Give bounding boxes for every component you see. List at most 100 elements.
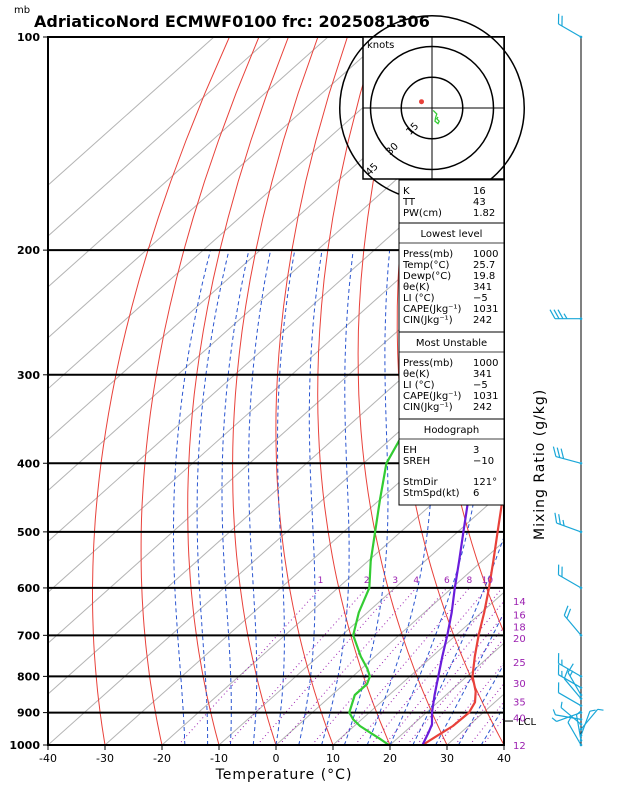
- x-tick-label: -30: [96, 752, 114, 765]
- isotherm-line: [48, 37, 215, 186]
- wind-barb: [551, 711, 583, 723]
- index-label: Press(mb): [403, 358, 453, 369]
- barb-half-flag: [560, 701, 563, 708]
- barb-staff: [555, 455, 582, 464]
- dry-adiabat-line: [92, 37, 230, 745]
- mixing-ratio-label: 2: [364, 576, 370, 586]
- dry-adiabat-line: [608, 37, 618, 745]
- index-label: CAPE(Jkg⁻¹): [403, 391, 461, 402]
- wind-barb: [557, 664, 583, 690]
- index-value: 6: [473, 488, 479, 499]
- mixing-ratio-side-label: 40: [513, 713, 526, 724]
- barb-staff: [558, 574, 582, 589]
- barb-base: [579, 461, 583, 465]
- barb-full-flag: [558, 514, 561, 525]
- barb-full-flag: [552, 446, 557, 457]
- index-value: 16: [473, 186, 486, 197]
- barb-base: [579, 718, 583, 721]
- isotherm-line: [332, 591, 504, 745]
- barb-full-flag: [557, 13, 560, 25]
- moist-adiabat-line: [435, 611, 504, 745]
- barb-staff: [556, 712, 582, 723]
- hodograph-unit: knots: [367, 40, 394, 51]
- mixing-ratio-side-label: 12: [513, 741, 526, 752]
- dry-adiabat-line: [542, 37, 618, 745]
- lowest-level-box: [398, 222, 505, 333]
- mixing-ratio-label: 3: [392, 576, 398, 586]
- x-tick-label: 20: [383, 752, 397, 765]
- mixing-ratio-line: [226, 587, 368, 745]
- barb-full-flag: [563, 605, 569, 616]
- mixing-ratio-label: 4: [413, 576, 419, 586]
- hodograph-trace: [432, 109, 440, 125]
- barb-base: [579, 530, 583, 534]
- barb-full-flag: [557, 664, 560, 675]
- barb-base: [579, 675, 583, 678]
- barb-base: [579, 697, 583, 700]
- index-label: LI (°C): [403, 380, 435, 391]
- index-label: CIN(Jkg⁻¹): [403, 315, 453, 326]
- isotherm-line: [48, 37, 386, 339]
- panel-heading: Most Unstable: [416, 338, 487, 349]
- isotherm-line: [48, 37, 272, 237]
- mixing-ratio-label: 10: [482, 576, 494, 586]
- barb-full-flag: [557, 653, 560, 664]
- barb-staff: [563, 678, 582, 699]
- index-value: 1.82: [473, 208, 495, 219]
- index-label: θe(K): [403, 369, 430, 380]
- index-label: CAPE(Jkg⁻¹): [403, 304, 461, 315]
- dry-adiabat-line: [357, 37, 448, 745]
- barb-staff: [558, 23, 582, 38]
- isotherm-line: [161, 438, 504, 745]
- most-unstable-box: [398, 331, 505, 420]
- barb-base: [579, 693, 583, 697]
- dry-adiabat-line: [576, 37, 618, 745]
- index-value: −5: [473, 380, 488, 391]
- barb-staff: [556, 522, 582, 533]
- isotherm-line: [48, 37, 329, 288]
- barb-staff: [558, 674, 582, 689]
- index-label: Press(mb): [403, 249, 453, 260]
- isotherm-line: [48, 286, 504, 695]
- moist-adiabat-line: [457, 662, 504, 745]
- y-tick-label: 500: [17, 526, 40, 539]
- wind-barb: [557, 564, 583, 590]
- dry-adiabat-line: [317, 37, 391, 745]
- index-label: θe(K): [403, 282, 430, 293]
- wind-barb: [567, 717, 583, 747]
- barb-full-flag: [557, 309, 564, 319]
- mixing-ratio-side-label: 35: [513, 698, 526, 709]
- index-value: 242: [473, 402, 492, 413]
- wind-barb: [563, 668, 583, 700]
- moist-adiabat-line: [321, 250, 354, 745]
- barb-staff: [580, 708, 599, 730]
- y-tick-label: 200: [17, 244, 40, 257]
- y-tick-label: 800: [17, 670, 40, 683]
- dry-adiabat-line: [275, 37, 348, 745]
- y-tick-label: 700: [17, 629, 40, 642]
- barb-full-flag: [557, 564, 560, 575]
- index-label: TT: [402, 197, 416, 208]
- index-label: Dewp(°C): [403, 271, 451, 282]
- storm-motion-marker: [419, 99, 424, 105]
- y-tick-label: 1000: [9, 739, 40, 752]
- barb-half-flag: [561, 659, 563, 666]
- index-value: 19.8: [473, 271, 495, 282]
- panel-heading: Lowest level: [421, 229, 483, 240]
- mixing-ratio-side-label: 18: [513, 622, 526, 633]
- barb-base: [579, 734, 583, 737]
- barb-full-flag: [560, 448, 565, 459]
- mixing-ratio-line: [279, 587, 417, 745]
- index-label: PW(cm): [403, 208, 442, 219]
- y-tick-label: 900: [17, 707, 40, 720]
- dry-adiabat-line: [232, 37, 319, 745]
- index-value: 25.7: [473, 260, 495, 271]
- barb-base: [579, 739, 583, 742]
- index-value: 1031: [473, 304, 498, 315]
- barb-half-flag: [551, 717, 557, 722]
- index-label: EH: [403, 445, 417, 456]
- barb-base: [579, 704, 583, 708]
- barb-full-flag: [563, 668, 569, 679]
